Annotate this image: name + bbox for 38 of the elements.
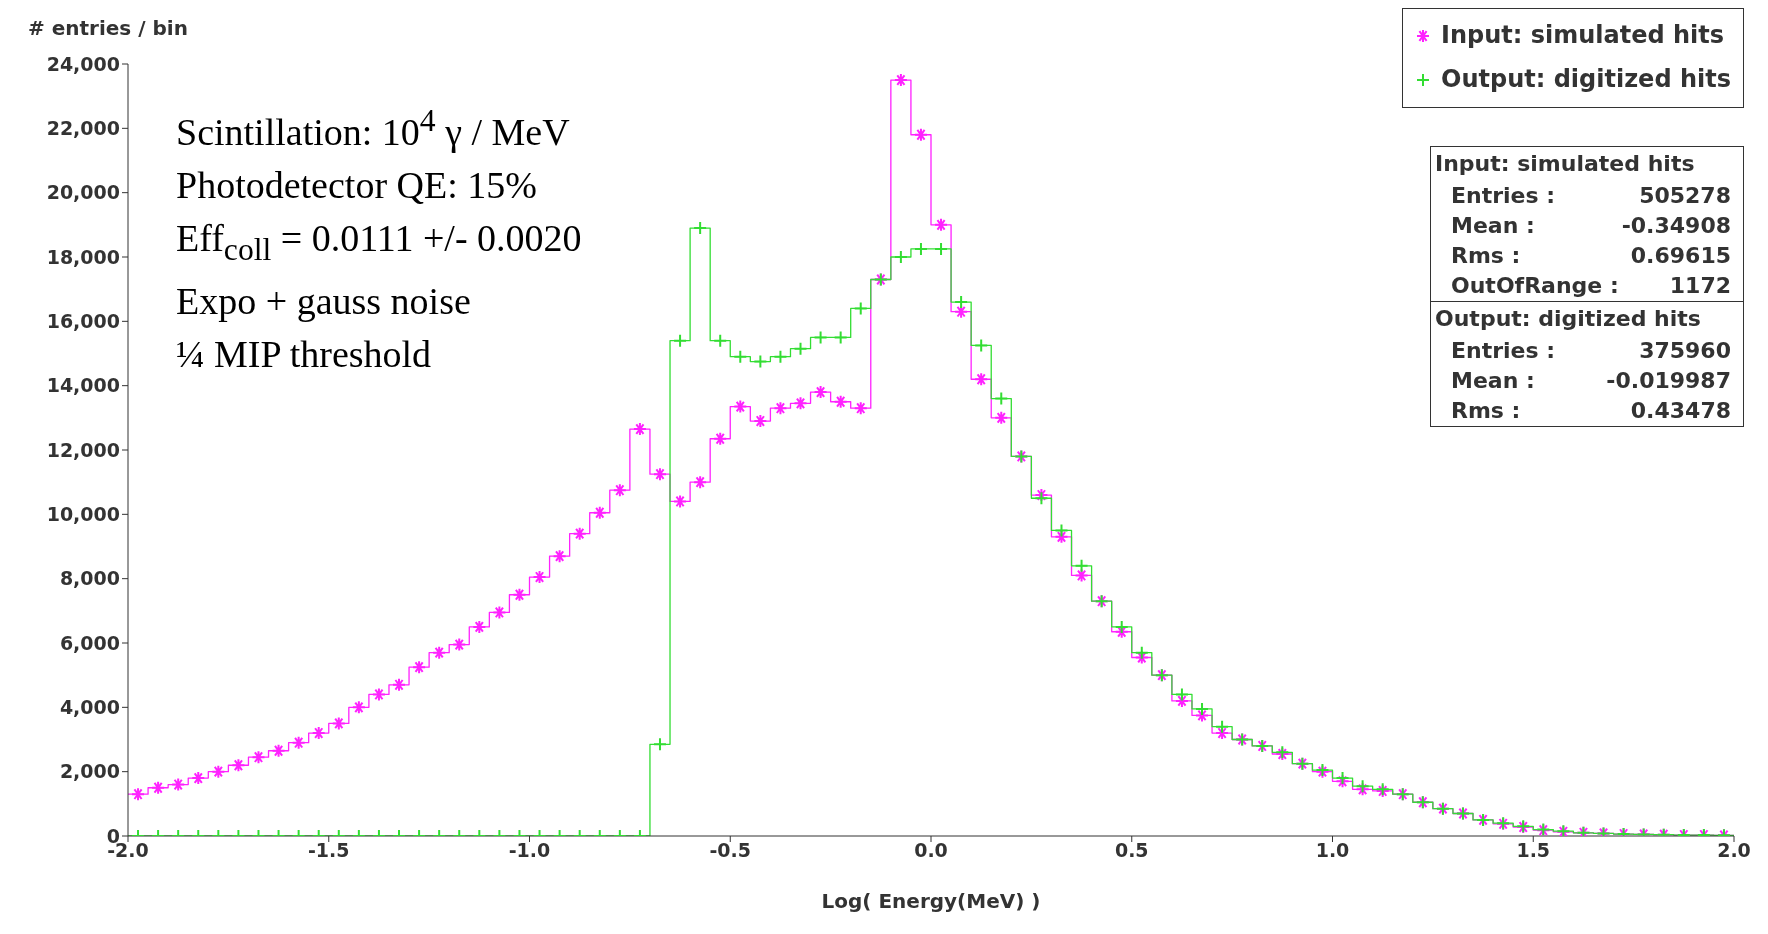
- x-tick-label: -1.0: [508, 839, 551, 862]
- y-tick-label: 18,000: [46, 245, 120, 268]
- x-tick-label: 2.0: [1717, 839, 1751, 862]
- annotation: Eff$_{coll}$ = 0.0111 +/- 0.0020: [176, 215, 582, 269]
- x-tick-label: -0.5: [709, 839, 752, 862]
- y-tick-label: 14,000: [46, 374, 120, 397]
- legend-label: Input: simulated hits: [1440, 20, 1726, 51]
- annotation: ¼ MIP threshold: [176, 332, 433, 378]
- text: Entries : 375960: [1451, 338, 1731, 363]
- y-tick-label: 16,000: [46, 310, 120, 333]
- text: Rms : 0.69615: [1451, 243, 1731, 268]
- annotation: Expo + gauss noise: [176, 279, 472, 325]
- legend-label: Output: digitized hits: [1440, 64, 1731, 95]
- y-tick-label: 12,000: [46, 438, 120, 461]
- text: Rms : 0.43478: [1451, 398, 1731, 423]
- y-tick-label: 8,000: [59, 567, 120, 590]
- y-tick-label: 22,000: [46, 117, 120, 140]
- text: Mean : -0.019987: [1451, 368, 1731, 393]
- x-tick-label: 0.0: [914, 839, 948, 862]
- y-tick-label: 10,000: [46, 503, 120, 526]
- text: Entries : 505278: [1451, 183, 1731, 208]
- x-tick-label: -1.5: [307, 839, 350, 862]
- y-axis-title: # entries / bin: [28, 16, 188, 40]
- y-tick-label: 6,000: [59, 631, 120, 654]
- text: Mean : -0.34908: [1451, 213, 1731, 238]
- y-tick-label: 2,000: [59, 760, 120, 783]
- annotation: Photodetector QE: 15%: [176, 162, 538, 208]
- y-tick-label: 20,000: [46, 181, 120, 204]
- text: OutOfRange : 1172: [1451, 273, 1731, 298]
- x-tick-label: 1.0: [1315, 839, 1350, 862]
- annotation: Input: simulated hits: [1434, 150, 1696, 178]
- annotation: Output: digitized hits: [1431, 301, 1743, 336]
- x-axis-title: Log( Energy(MeV) ): [821, 889, 1041, 913]
- y-tick-label: 4,000: [59, 696, 120, 719]
- x-tick-label: 1.5: [1516, 839, 1551, 862]
- x-tick-label: 0.5: [1114, 839, 1149, 862]
- annotation: Scintillation: 10$^{4}$ γ / MeV: [176, 102, 571, 155]
- y-tick-label: 24,000: [46, 52, 120, 75]
